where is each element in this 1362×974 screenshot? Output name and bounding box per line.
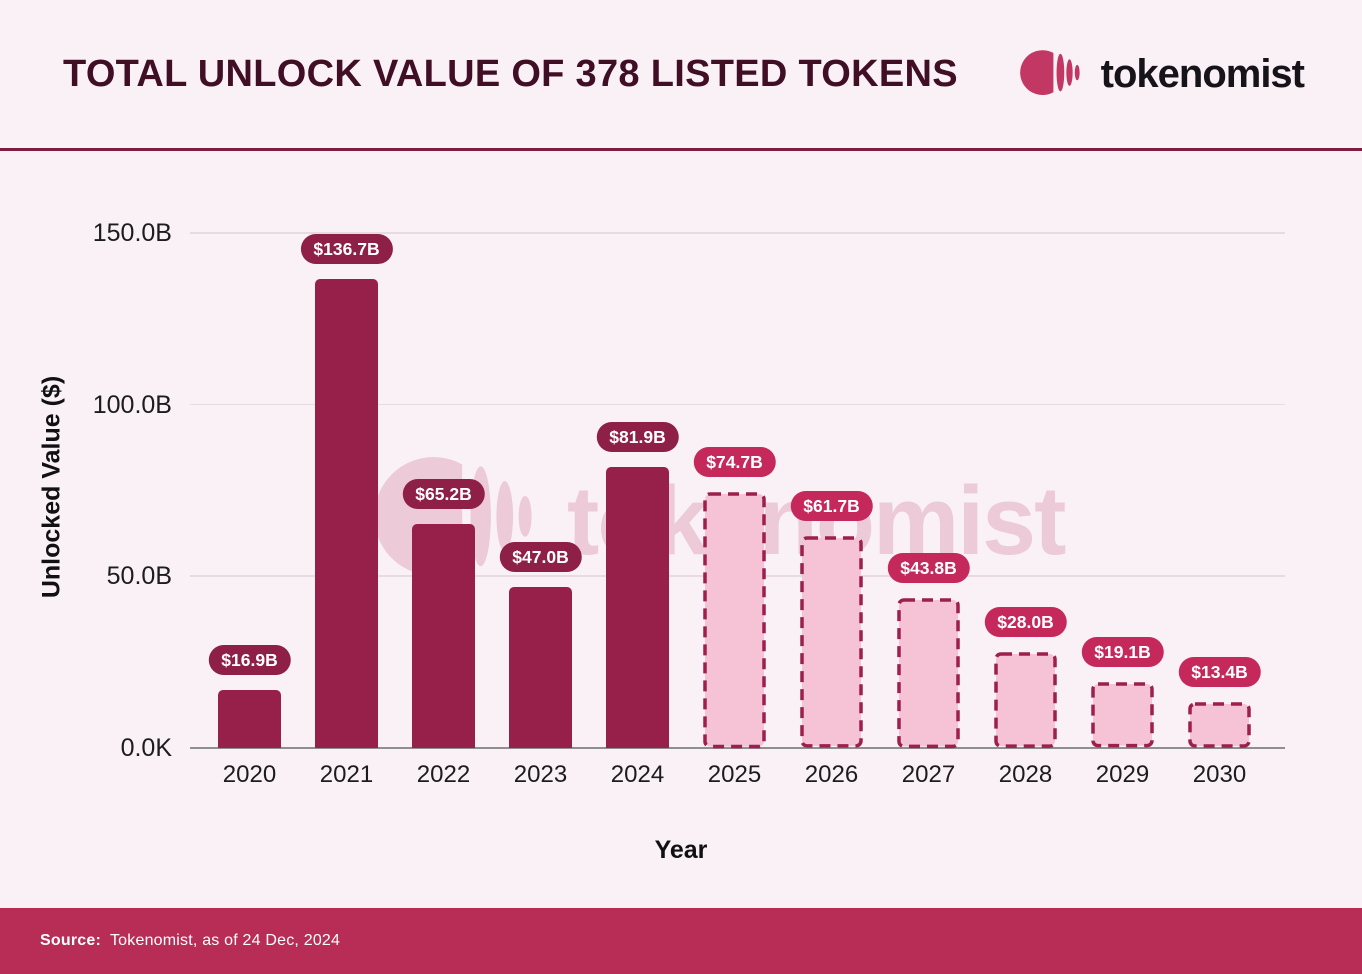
y-tick-0.0K: 0.0K: [120, 734, 172, 762]
bar-value-badge-2023: $47.0B: [499, 541, 582, 572]
bar-2022: [412, 524, 475, 748]
x-axis-title: Year: [654, 836, 708, 864]
bar-value-badge-2028: $28.0B: [984, 606, 1067, 637]
x-tick-2023: 2023: [513, 761, 568, 788]
x-axis-line: [190, 747, 1285, 749]
bar-value-badge-2026: $61.7B: [790, 491, 873, 522]
bar-2025: [703, 491, 766, 749]
y-tick-150.0B: 150.0B: [92, 219, 172, 247]
bar-value-badge-2027: $43.8B: [887, 552, 970, 583]
bar-2021: [315, 278, 378, 748]
x-tick-2021: 2021: [319, 761, 374, 788]
bar-2020: [218, 689, 281, 748]
source-label: Source:: [40, 932, 101, 949]
chart-title: TOTAL UNLOCK VALUE OF 378 LISTED TOKENS: [63, 52, 958, 95]
bar-2023: [509, 586, 572, 748]
y-axis-title: Unlocked Value ($): [37, 375, 66, 599]
y-tick-100.0B: 100.0B: [92, 390, 172, 419]
bar-value-badge-2025: $74.7B: [693, 446, 776, 477]
x-tick-2020: 2020: [222, 761, 277, 788]
x-tick-2029: 2029: [1095, 761, 1150, 788]
x-tick-2030: 2030: [1192, 761, 1247, 788]
bar-value-badge-2030: $13.4B: [1178, 656, 1261, 687]
bar-value-badge-2024: $81.9B: [596, 421, 679, 452]
x-tick-2022: 2022: [416, 761, 471, 788]
x-tick-2028: 2028: [998, 761, 1053, 788]
bar-2024: [606, 466, 669, 748]
header: TOTAL UNLOCK VALUE OF 378 LISTED TOKENS …: [0, 0, 1362, 148]
bar-2029: [1091, 682, 1154, 748]
bar-value-badge-2022: $65.2B: [402, 479, 485, 510]
bar-value-badge-2021: $136.7B: [300, 233, 393, 264]
x-tick-2027: 2027: [901, 761, 956, 788]
x-tick-2024: 2024: [610, 761, 665, 788]
brand-name: tokenomist: [1100, 51, 1305, 96]
bar-2027: [897, 597, 960, 749]
footer: Source: Tokenomist, as of 24 Dec, 2024: [0, 908, 1362, 974]
gridline-100.0B: [190, 403, 1285, 406]
source-text: Tokenomist, as of 24 Dec, 2024: [109, 932, 341, 949]
y-tick-50.0B: 50.0B: [106, 562, 172, 591]
bar-2030: [1188, 702, 1251, 749]
gridline-150.0B: [190, 232, 1285, 234]
bar-value-badge-2020: $16.9B: [208, 644, 291, 675]
tokenomist-logo-icon: [1019, 50, 1080, 95]
bar-2028: [994, 652, 1057, 749]
x-tick-2026: 2026: [804, 761, 859, 788]
x-tick-2025: 2025: [707, 761, 762, 788]
header-divider: [0, 148, 1362, 151]
bar-2026: [800, 536, 863, 748]
brand-logo: tokenomist: [1017, 46, 1305, 102]
bar-value-badge-2029: $19.1B: [1081, 637, 1164, 668]
